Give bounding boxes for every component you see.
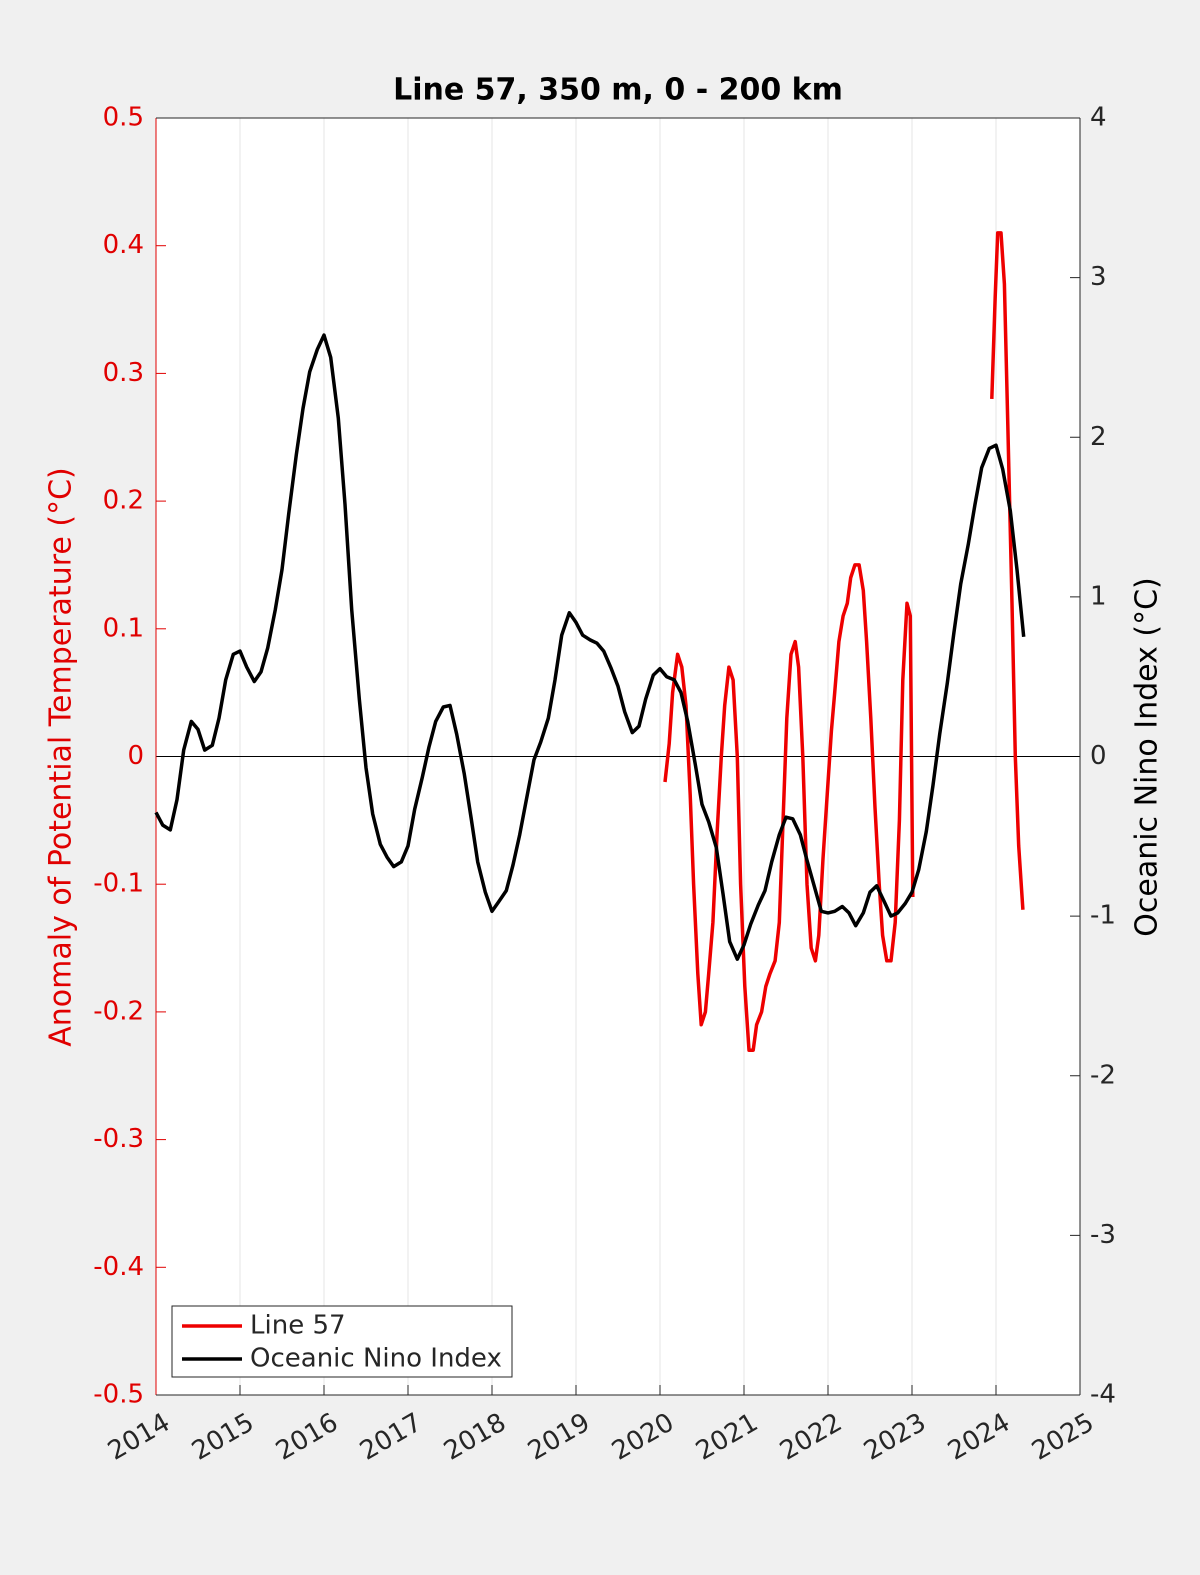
y2-tick-label: 4 xyxy=(1090,103,1107,133)
x-tick-label: 2017 xyxy=(355,1408,427,1467)
x-tick-label: 2020 xyxy=(607,1408,679,1467)
data-line xyxy=(154,333,1026,961)
x-tick-label: 2024 xyxy=(943,1408,1015,1467)
y-tick-label: -0.4 xyxy=(93,1252,144,1282)
y-tick-label: -0.2 xyxy=(93,996,144,1026)
y2-axis-label: Oceanic Nino Index (°C) xyxy=(1130,577,1165,937)
x-tick-label: 2019 xyxy=(523,1408,595,1467)
y-tick-label: 0.1 xyxy=(103,613,144,643)
x-tick-label: 2014 xyxy=(103,1408,175,1467)
y2-tick-label: 3 xyxy=(1090,262,1107,292)
x-tick-label: 2015 xyxy=(187,1408,259,1467)
y2-tick-label: -3 xyxy=(1090,1220,1116,1250)
y-tick-label: 0.3 xyxy=(103,358,144,388)
y-tick-label: -0.3 xyxy=(93,1124,144,1154)
y-tick-label: -0.1 xyxy=(93,869,144,899)
x-tick-label: 2022 xyxy=(775,1408,847,1467)
y-tick-label: 0 xyxy=(127,741,144,771)
y2-tick-label: 1 xyxy=(1090,581,1107,611)
y2-tick-label: -4 xyxy=(1090,1380,1116,1410)
x-tick-label: 2023 xyxy=(859,1408,931,1467)
y-tick-label: 0.4 xyxy=(103,230,144,260)
data-line xyxy=(663,231,1025,1052)
y-axis-label: Anomaly of Potential Temperature (°C) xyxy=(44,467,79,1046)
y-tick-label: 0.5 xyxy=(103,103,144,133)
x-tick-label: 2018 xyxy=(439,1408,511,1467)
legend-box xyxy=(171,1305,513,1378)
y-tick-label: 0.2 xyxy=(103,486,144,516)
x-tick-label: 2016 xyxy=(271,1408,343,1467)
y-tick-label: -0.5 xyxy=(93,1380,144,1410)
legend-label: Oceanic Nino Index xyxy=(250,1344,502,1374)
y2-tick-label: -1 xyxy=(1090,901,1116,931)
y2-tick-label: 2 xyxy=(1090,422,1107,452)
y2-tick-label: -2 xyxy=(1090,1060,1116,1090)
x-tick-label: 2021 xyxy=(691,1408,763,1467)
legend-label: Line 57 xyxy=(250,1311,346,1341)
chart-title: Line 57, 350 m, 0 - 200 km xyxy=(393,73,843,108)
y2-tick-label: 0 xyxy=(1090,741,1107,771)
x-tick-label: 2025 xyxy=(1027,1408,1099,1467)
